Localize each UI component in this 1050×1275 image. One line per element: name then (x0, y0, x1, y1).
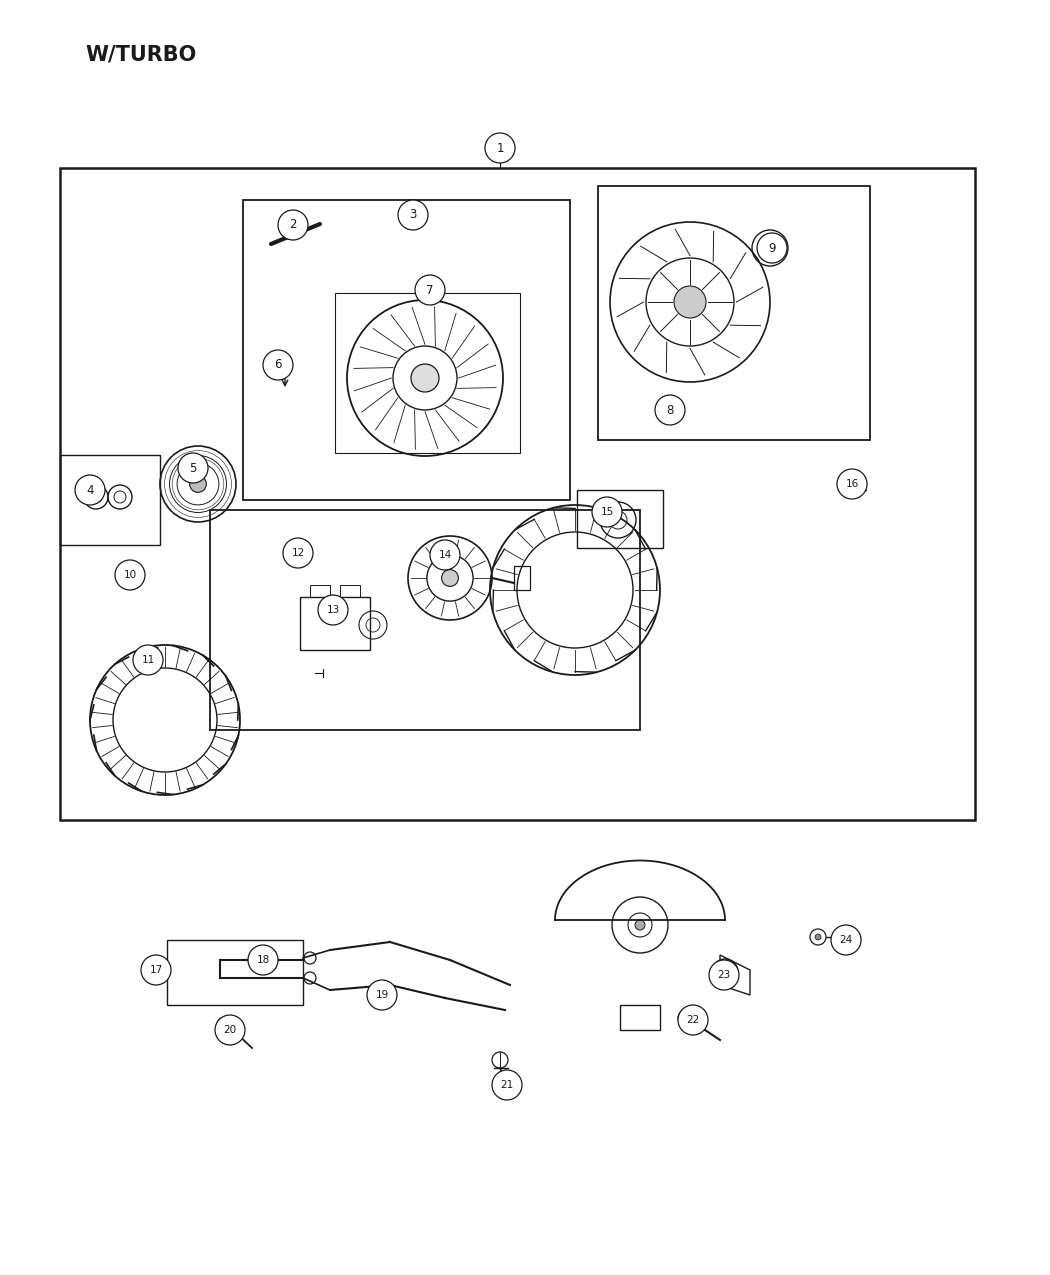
Text: 10: 10 (124, 570, 136, 580)
Text: 5: 5 (189, 462, 196, 474)
Text: 13: 13 (327, 606, 339, 615)
Circle shape (411, 363, 439, 391)
Circle shape (133, 645, 163, 674)
Bar (300, 597, 370, 650)
Text: 23: 23 (717, 970, 731, 980)
Bar (578, 490, 663, 548)
Text: 17: 17 (149, 965, 163, 975)
Circle shape (75, 476, 105, 505)
Text: 4: 4 (86, 483, 93, 496)
Text: 6: 6 (274, 358, 281, 371)
Text: 8: 8 (667, 403, 674, 417)
Circle shape (831, 924, 861, 955)
Circle shape (430, 541, 460, 570)
Circle shape (815, 935, 821, 940)
Circle shape (492, 1070, 522, 1100)
Circle shape (278, 210, 308, 240)
Text: 18: 18 (256, 955, 270, 965)
Text: 2: 2 (289, 218, 297, 232)
Bar (620, 1005, 660, 1030)
Circle shape (248, 945, 278, 975)
Circle shape (178, 453, 208, 483)
Text: 7: 7 (426, 283, 434, 297)
Circle shape (116, 560, 145, 590)
Text: 14: 14 (439, 550, 452, 560)
Circle shape (757, 233, 788, 263)
Text: 21: 21 (501, 1080, 513, 1090)
Circle shape (376, 991, 384, 1000)
Bar (335, 293, 520, 453)
Circle shape (215, 1015, 245, 1046)
Bar (310, 585, 330, 597)
Bar (598, 186, 870, 440)
Text: 22: 22 (687, 1015, 699, 1025)
Text: 20: 20 (224, 1025, 236, 1035)
Text: 19: 19 (376, 989, 388, 1000)
Circle shape (141, 955, 171, 986)
Circle shape (284, 538, 313, 567)
Text: 16: 16 (845, 479, 859, 490)
Bar (340, 585, 360, 597)
Text: 9: 9 (769, 241, 776, 255)
Circle shape (766, 244, 774, 252)
Circle shape (655, 395, 685, 425)
Circle shape (635, 921, 645, 929)
Text: 3: 3 (410, 209, 417, 222)
Circle shape (709, 960, 739, 989)
Bar (60, 168, 975, 820)
Text: W/TURBO: W/TURBO (85, 45, 196, 64)
Text: 15: 15 (601, 507, 613, 516)
Circle shape (415, 275, 445, 305)
Circle shape (190, 476, 207, 492)
Bar (167, 940, 303, 1005)
Bar (60, 455, 160, 544)
Circle shape (368, 980, 397, 1010)
Text: 11: 11 (142, 655, 154, 666)
Circle shape (398, 200, 428, 230)
Circle shape (592, 497, 622, 527)
Circle shape (674, 286, 706, 317)
Circle shape (262, 351, 293, 380)
Text: 12: 12 (292, 548, 304, 558)
Circle shape (837, 469, 867, 499)
Circle shape (318, 595, 348, 625)
Circle shape (485, 133, 514, 163)
Bar (514, 566, 530, 590)
Circle shape (678, 1005, 708, 1035)
Text: 24: 24 (839, 935, 853, 945)
Text: 1: 1 (497, 142, 504, 154)
Circle shape (442, 570, 459, 586)
